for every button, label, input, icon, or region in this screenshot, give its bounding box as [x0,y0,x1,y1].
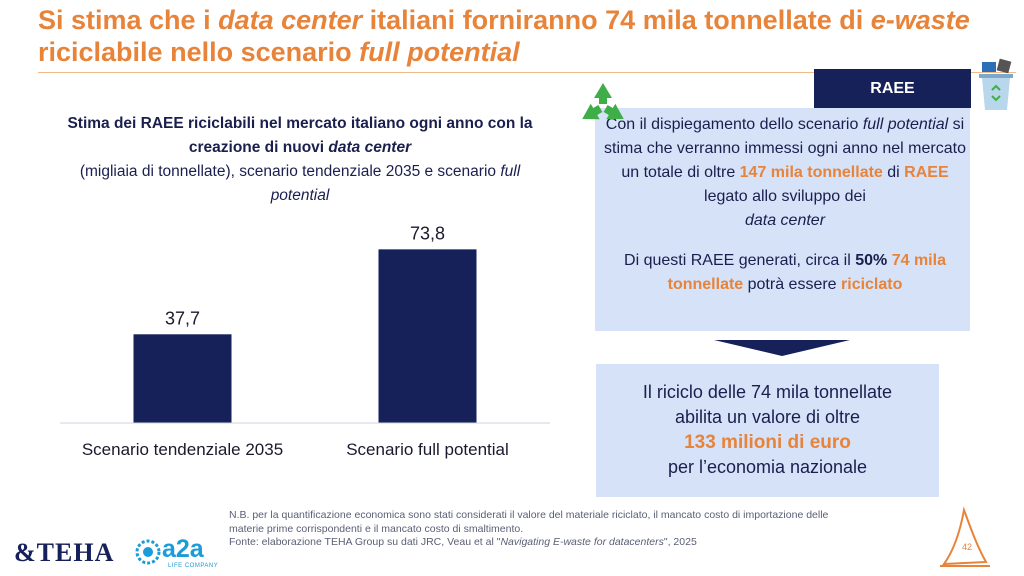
bar-chart: 37,7 Scenario tendenziale 2035 73,8 Scenari… [60,223,550,459]
sail-logo-icon [940,506,990,567]
value-line-1: Il riciclo delle 74 mila tonnellate [642,382,893,402]
value-line-4: per l’economia nazionale [667,457,868,477]
recycle-bin-icon [979,58,1013,110]
a2a-mark-icon [135,539,161,565]
bar-2 [378,249,477,423]
info-box-text: Con il dispiegamento dello scenario full… [604,116,966,293]
page-number: 42 [962,542,973,552]
chart-title: Stima dei RAEE riciclabili nel mercato i… [67,115,533,204]
footnote-source: Fonte: elaborazione TEHA Group su dati J… [229,536,697,548]
footnote-note: N.B. per la quantificazione economica so… [229,509,829,535]
bar-1 [133,334,232,423]
bar-value-label-1: 37,7 [165,308,200,328]
category-label-1: Scenario tendenziale 2035 [82,440,283,459]
teha-logo: &TEHA [14,538,115,567]
value-line-2: abilita un valore di oltre [674,407,861,427]
value-box-text: Il riciclo delle 74 mila tonnellate abil… [596,380,939,480]
title-divider [38,72,1016,73]
info-box [595,108,970,331]
a2a-logo: a2a LIFE COMPANY [134,535,224,571]
value-box [596,364,939,497]
down-arrow-icon [714,340,850,356]
raee-tab: RAEE [814,69,971,108]
slide-title: Si stima che i data center italiani forn… [38,5,970,67]
bar-value-label-2: 73,8 [410,223,445,243]
recycle-icon [582,83,624,120]
category-label-2: Scenario full potential [346,440,509,459]
footnote: N.B. per la quantificazione economica so… [229,509,829,550]
value-highlight: 133 milioni di euro [684,432,851,453]
